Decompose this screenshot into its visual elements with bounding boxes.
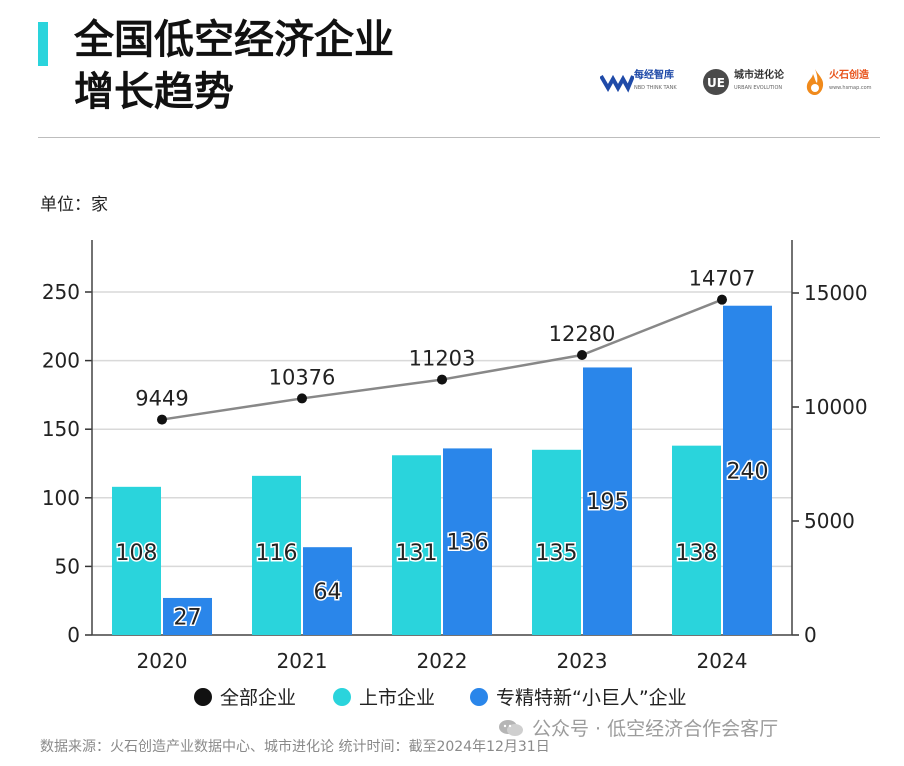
y-left-tick-label: 0 xyxy=(67,623,80,647)
logo-ue-name: 城市进化论 xyxy=(734,70,784,81)
title-line-1: 全国低空经济企业 xyxy=(74,17,394,63)
bar xyxy=(163,597,212,635)
x-tick-label: 2022 xyxy=(417,649,468,673)
bar-value-label: 116 xyxy=(256,541,298,566)
total-value-label: 12280 xyxy=(549,322,616,346)
wechat-icon xyxy=(499,719,523,736)
bar-value-label: 136 xyxy=(447,531,489,556)
bar-value-label: 27 xyxy=(174,605,202,630)
bar-value-label: 138 xyxy=(676,541,718,566)
logo-hsmap-name: 火石创造 xyxy=(829,70,869,81)
x-tick-label: 2024 xyxy=(697,649,748,673)
y-left-tick-label: 100 xyxy=(42,486,80,510)
flame-logo-icon xyxy=(806,69,824,95)
logo-ue-sub: URBAN EVOLUTION xyxy=(734,85,783,91)
bar xyxy=(303,547,352,635)
legend-label: 专精特新“小巨人”企业 xyxy=(496,687,687,709)
ue-circle-logo-icon: UE xyxy=(703,69,729,95)
svg-text:UE: UE xyxy=(707,76,725,90)
header-divider xyxy=(38,137,880,138)
y-right-tick-label: 10000 xyxy=(804,395,868,419)
bar xyxy=(672,445,721,635)
bar-value-label: 64 xyxy=(314,580,342,605)
y-right-tick-label: 0 xyxy=(804,623,817,647)
legend-marker xyxy=(470,688,488,706)
legend-marker xyxy=(333,688,351,706)
legend-label: 全部企业 xyxy=(220,687,296,709)
y-right-tick-label: 15000 xyxy=(804,281,868,305)
logo-nbd-sub: NBD THINK TANK xyxy=(634,85,677,91)
logo-hsmap-sub: www.hsmap.com xyxy=(829,85,872,91)
bar xyxy=(112,486,161,635)
wave-logo-icon xyxy=(600,74,634,93)
bar-value-label: 240 xyxy=(727,459,769,484)
unit-label: 单位：家 xyxy=(40,195,108,215)
y-right-tick-label: 5000 xyxy=(804,509,855,533)
x-tick-label: 2021 xyxy=(277,649,328,673)
total-point xyxy=(577,350,587,361)
legend-marker xyxy=(194,688,212,706)
title-accent-bar xyxy=(38,22,48,66)
logo-hsmap: 火石创造 www.hsmap.com xyxy=(804,64,872,100)
bar xyxy=(252,475,301,635)
bar-value-label: 195 xyxy=(587,490,629,515)
x-tick-label: 2023 xyxy=(557,649,608,673)
bar xyxy=(532,449,581,635)
total-point xyxy=(297,393,307,404)
total-point xyxy=(437,374,447,385)
y-left-tick-label: 250 xyxy=(42,280,80,304)
partner-logos: 每经智库 NBD THINK TANK UE 城市进化论 URBAN EVOLU… xyxy=(600,64,890,100)
total-value-label: 9449 xyxy=(135,387,188,411)
logo-urban-evolution: UE 城市进化论 URBAN EVOLUTION xyxy=(702,64,784,100)
watermark: 公众号 · 低空经济合作会客厅 xyxy=(498,714,778,741)
title-line-2: 增长趋势 xyxy=(74,69,234,115)
page-title: 全国低空经济企业 增长趋势 xyxy=(74,14,394,118)
total-point xyxy=(717,294,727,305)
legend: 全部企业 上市企业 专精特新“小巨人”企业 xyxy=(194,687,687,709)
total-value-label: 11203 xyxy=(409,347,476,371)
y-left-tick-label: 150 xyxy=(42,417,80,441)
legend-label: 上市企业 xyxy=(359,687,435,709)
watermark-text: 公众号 · 低空经济合作会客厅 xyxy=(532,718,779,740)
x-tick-label: 2020 xyxy=(137,649,188,673)
bar-value-label: 108 xyxy=(116,541,158,566)
bars xyxy=(112,305,772,635)
total-line xyxy=(157,294,727,425)
data-labels: 108 27 116 64 131 136 135 195 138 240 9449 10376 112… xyxy=(114,267,770,632)
y-left-tick-label: 50 xyxy=(55,554,80,578)
logo-nbd-name: 每经智库 xyxy=(634,70,674,81)
bar xyxy=(392,455,441,635)
bar-value-label: 131 xyxy=(396,541,438,566)
bar xyxy=(583,367,632,635)
bar xyxy=(723,305,772,635)
total-value-label: 14707 xyxy=(689,267,756,291)
logo-nbd: 每经智库 NBD THINK TANK xyxy=(600,64,677,100)
axes: 0 50 100 150 200 250 0 5000 10000 15000 2020 2021 20… xyxy=(42,240,868,673)
bar-value-label: 135 xyxy=(536,541,578,566)
source-footnote: 数据来源：火石创造产业数据中心、城市进化论 统计时间：截至2024年12月31日 xyxy=(40,739,550,755)
y-left-tick-label: 200 xyxy=(42,349,80,373)
total-point xyxy=(157,414,167,425)
total-value-label: 10376 xyxy=(269,365,336,389)
bar xyxy=(443,448,492,635)
